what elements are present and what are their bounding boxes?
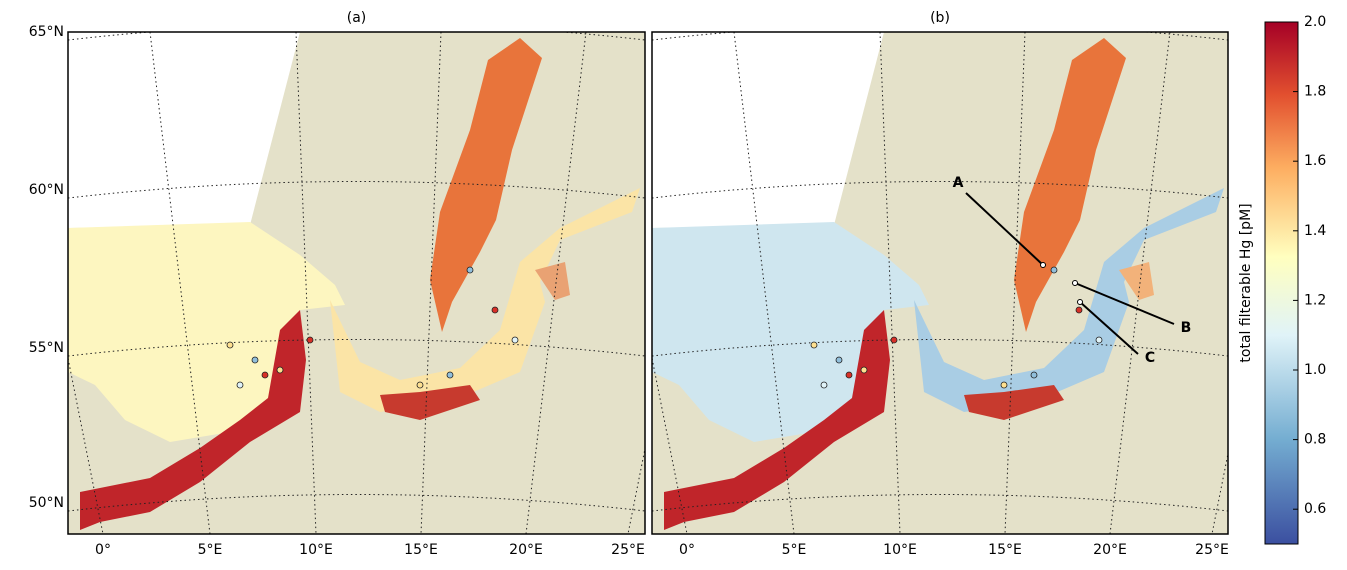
station-dot [1050,266,1058,274]
station-dot [1075,306,1083,314]
colorbar-tick-label: 0.6 [1304,501,1326,517]
lon-label: 10°E [299,542,333,558]
station-dot [511,336,519,344]
map-panel [68,32,645,534]
annotation-line [1079,301,1139,355]
lon-label: 25°E [611,542,645,558]
no-data-area [68,32,300,228]
panel-label: (b) [930,10,950,26]
gulf-of-riga [535,262,570,300]
annotation-point [1072,280,1078,286]
lat-label: 55°N [29,340,64,356]
station-dot [1030,371,1038,379]
channel-coast [664,310,890,530]
colorbar-tick-label: 1.2 [1304,292,1326,308]
map-panel [652,32,1228,534]
colorbar-label: total filterable Hg [pM] [1238,203,1254,362]
station-dot [860,366,868,374]
grid-line [68,181,645,199]
station-dot [276,366,284,374]
grid-line [652,494,1228,512]
lon-label: 25°E [1195,542,1229,558]
station-dot [491,306,499,314]
annotation-line [1074,282,1175,325]
colorbar-tick-label: 0.8 [1304,432,1326,448]
colorbar-tick-label: 1.8 [1304,84,1326,100]
gulf-of-riga [1119,262,1154,300]
lon-label: 0° [679,542,695,558]
annotation-point [1040,262,1046,268]
lon-label: 10°E [883,542,917,558]
baltic-sea [914,188,1224,412]
lat-label: 60°N [29,182,64,198]
station-dot [306,336,314,344]
baltic-sea [330,188,640,412]
grid-line [1109,32,1171,534]
panel-frame [67,31,646,535]
colorbar-tick-label: 2.0 [1304,14,1326,30]
annotation-label: A [953,175,964,191]
station-dot [236,381,244,389]
lon-label: 5°E [782,542,807,558]
annotation-label: C [1145,350,1155,366]
lat-label: 65°N [29,24,64,40]
grid-line [652,339,1228,357]
no-data-area [652,32,884,228]
grid-line [879,32,901,534]
station-dot [416,381,424,389]
panel-frame [651,31,1229,535]
annotation-label: B [1181,320,1192,336]
lon-label: 20°E [1093,542,1127,558]
lat-label: 50°N [29,495,64,511]
grid-line [525,32,587,534]
colorbar [1264,21,1299,545]
colorbar-tick-label: 1.4 [1304,223,1326,239]
grid-line [652,181,1228,199]
lon-label: 0° [95,542,111,558]
annotation-line [965,192,1044,266]
annotation-point [1077,299,1083,305]
station-dot [845,371,853,379]
south-coast [964,385,1064,420]
grid-line [149,32,211,534]
station-dot [1000,381,1008,389]
station-dot [446,371,454,379]
station-dot [835,356,843,364]
station-dot [890,336,898,344]
station-dot [226,341,234,349]
grid-line [68,339,645,357]
south-coast [380,385,480,420]
lon-label: 20°E [509,542,543,558]
station-dot [810,341,818,349]
lon-label: 5°E [198,542,223,558]
grid-line [733,32,795,534]
station-dot [466,266,474,274]
lon-label: 15°E [988,542,1022,558]
colorbar-tick-label: 1.6 [1304,153,1326,169]
station-dot [820,381,828,389]
station-dot [261,371,269,379]
grid-line [420,32,442,534]
channel-coast [80,310,306,530]
station-dot [251,356,259,364]
grid-line [295,32,317,534]
grid-line [1004,32,1026,534]
station-dot [1095,336,1103,344]
grid-line [68,494,645,512]
lon-label: 15°E [404,542,438,558]
panel-label: (a) [347,10,367,26]
colorbar-tick-label: 1.0 [1304,362,1326,378]
